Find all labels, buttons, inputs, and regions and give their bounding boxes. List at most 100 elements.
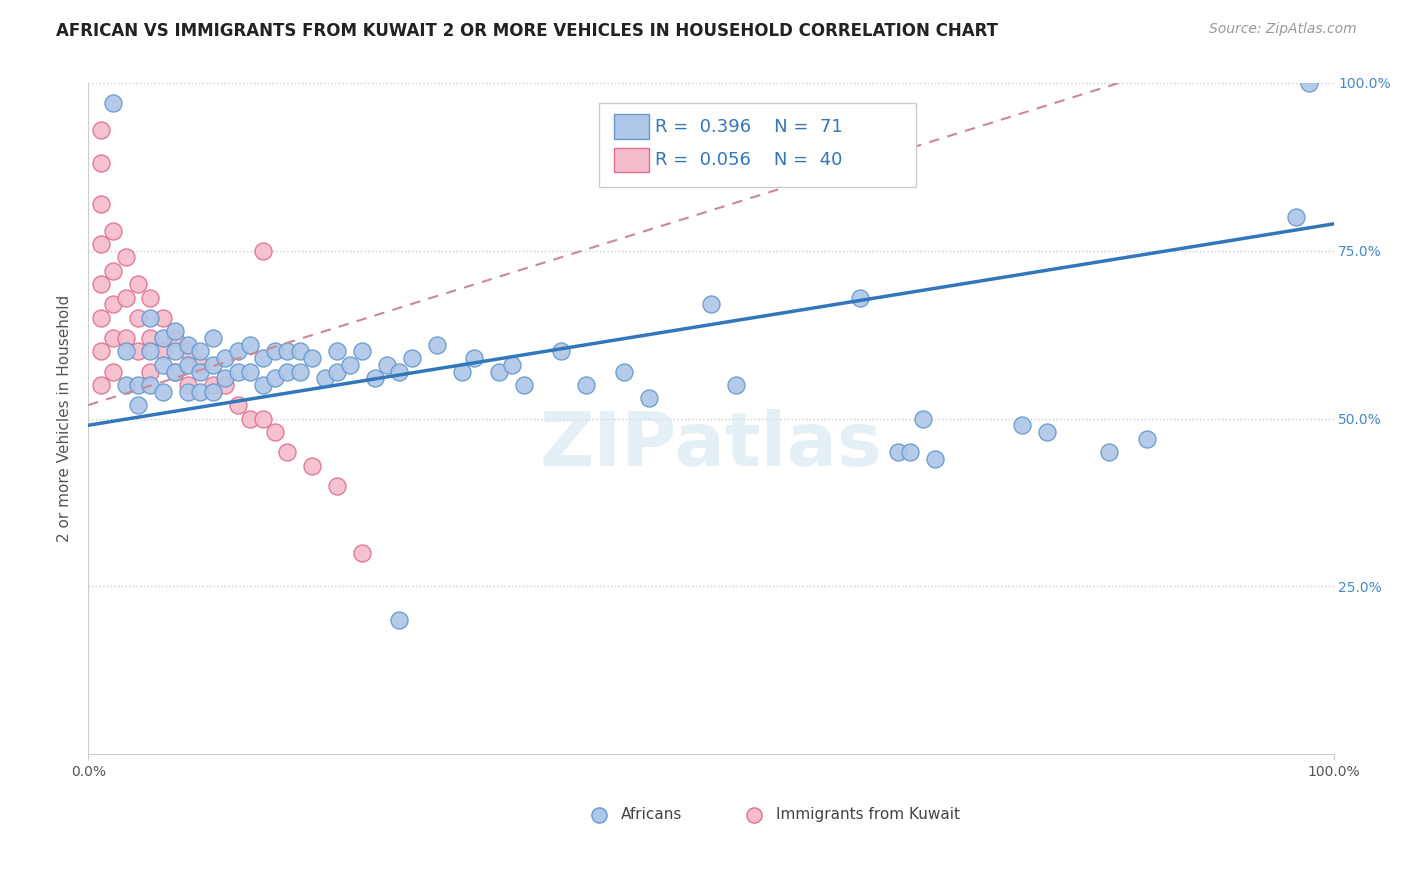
Point xyxy=(165,344,187,359)
Point xyxy=(177,344,200,359)
Point xyxy=(139,378,162,392)
Point xyxy=(114,251,136,265)
Point xyxy=(152,310,174,325)
Point xyxy=(326,478,349,492)
Point xyxy=(127,277,149,292)
Point xyxy=(114,331,136,345)
Point xyxy=(214,371,236,385)
Point xyxy=(264,344,287,359)
Point xyxy=(501,358,523,372)
Point xyxy=(326,365,349,379)
Point xyxy=(288,344,311,359)
Point xyxy=(388,613,411,627)
Point xyxy=(450,365,472,379)
Point xyxy=(177,384,200,399)
Point xyxy=(264,371,287,385)
Point xyxy=(264,425,287,439)
Text: AFRICAN VS IMMIGRANTS FROM KUWAIT 2 OR MORE VEHICLES IN HOUSEHOLD CORRELATION CH: AFRICAN VS IMMIGRANTS FROM KUWAIT 2 OR M… xyxy=(56,22,998,40)
Point xyxy=(352,546,374,560)
Point xyxy=(637,392,659,406)
FancyBboxPatch shape xyxy=(613,114,648,138)
Point xyxy=(252,411,274,425)
Point xyxy=(152,358,174,372)
Point xyxy=(886,445,908,459)
Point xyxy=(139,365,162,379)
Point xyxy=(101,297,124,311)
Point xyxy=(426,337,449,351)
Point xyxy=(127,344,149,359)
Point xyxy=(401,351,423,366)
Point xyxy=(314,371,336,385)
Point xyxy=(288,365,311,379)
Point xyxy=(1011,418,1033,433)
Point xyxy=(550,344,572,359)
Point xyxy=(201,331,224,345)
Point xyxy=(700,297,723,311)
Point xyxy=(239,365,262,379)
Point xyxy=(101,224,124,238)
Y-axis label: 2 or more Vehicles in Household: 2 or more Vehicles in Household xyxy=(58,295,72,542)
Point xyxy=(898,445,921,459)
Text: Immigrants from Kuwait: Immigrants from Kuwait xyxy=(776,807,959,822)
Point xyxy=(152,344,174,359)
Point xyxy=(152,384,174,399)
Point xyxy=(252,244,274,258)
Point xyxy=(127,310,149,325)
Point xyxy=(339,358,361,372)
Point xyxy=(90,344,112,359)
Point xyxy=(575,378,598,392)
Point xyxy=(1098,445,1121,459)
Text: R =  0.056    N =  40: R = 0.056 N = 40 xyxy=(655,151,842,169)
Point xyxy=(588,807,610,822)
Point xyxy=(152,331,174,345)
Point xyxy=(375,358,398,372)
Point xyxy=(114,291,136,305)
Point xyxy=(326,344,349,359)
Point xyxy=(239,337,262,351)
FancyBboxPatch shape xyxy=(599,103,917,187)
Point xyxy=(90,277,112,292)
Point xyxy=(1285,210,1308,224)
Point xyxy=(177,378,200,392)
Point xyxy=(924,451,946,466)
Point xyxy=(165,331,187,345)
Point xyxy=(188,358,211,372)
Point xyxy=(201,384,224,399)
Point xyxy=(188,384,211,399)
Point xyxy=(849,291,872,305)
Point xyxy=(139,291,162,305)
Point xyxy=(239,411,262,425)
Point xyxy=(127,378,149,392)
Point xyxy=(513,378,536,392)
Point xyxy=(114,378,136,392)
Point xyxy=(139,310,162,325)
Point xyxy=(214,351,236,366)
Point xyxy=(388,365,411,379)
Point xyxy=(101,331,124,345)
Point xyxy=(139,344,162,359)
Point xyxy=(226,344,249,359)
Point xyxy=(101,264,124,278)
Point xyxy=(214,378,236,392)
Point xyxy=(90,237,112,252)
Point xyxy=(1298,76,1320,90)
Point xyxy=(463,351,485,366)
Point xyxy=(724,378,747,392)
Point xyxy=(488,365,510,379)
Point xyxy=(177,337,200,351)
Point xyxy=(177,358,200,372)
Point xyxy=(301,351,323,366)
Point xyxy=(188,365,211,379)
Point xyxy=(90,156,112,170)
Point xyxy=(1136,432,1159,446)
Point xyxy=(101,96,124,111)
Point xyxy=(301,458,323,473)
Point xyxy=(276,344,298,359)
Point xyxy=(252,351,274,366)
Point xyxy=(165,365,187,379)
Point xyxy=(911,411,934,425)
Point xyxy=(363,371,385,385)
Point xyxy=(276,445,298,459)
Point xyxy=(226,398,249,412)
Text: Source: ZipAtlas.com: Source: ZipAtlas.com xyxy=(1209,22,1357,37)
